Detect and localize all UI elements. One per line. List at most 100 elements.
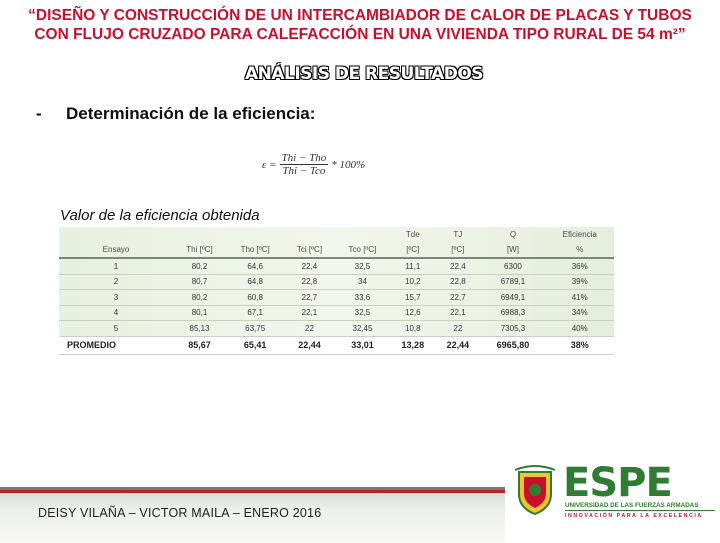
table-cell: 1	[59, 258, 174, 275]
header-cell: %	[545, 242, 614, 259]
formula-lhs: ε =	[262, 158, 277, 171]
header-top-cell	[173, 227, 226, 242]
slide-title: “DISEÑO Y CONSTRUCCIÓN DE UN INTERCAMBIA…	[6, 6, 714, 44]
results-table: Tde TJ Q Eficiencia Ensayo Thi [ºC] Tho [ºC] T…	[59, 227, 614, 355]
average-cell: 22,44	[435, 335, 481, 355]
section-heading: ANÁLISIS DE RESULTADOS	[244, 64, 484, 84]
table-cell: 22,7	[435, 289, 481, 306]
header-top-cell	[335, 227, 391, 242]
header-cell: Tco [ºC]	[334, 242, 391, 259]
header-cell: Tho [ºC]	[226, 242, 285, 259]
table-cell: 7305,3	[480, 320, 546, 337]
header-cell: [ºC]	[390, 242, 436, 259]
table-cell: 22,7	[284, 289, 335, 306]
title-line-1: “DISEÑO Y CONSTRUCCIÓN DE UN INTERCAMBIA…	[28, 7, 692, 24]
header-cell: Thi [ºC]	[173, 242, 226, 259]
table-caption: Valor de la eficiencia obtenida	[60, 207, 260, 224]
footer-authors: DEISY VILAÑA – VICTOR MAILA – ENERO 2016	[38, 506, 322, 520]
table-cell: 64,6	[226, 258, 285, 275]
table-cell: 41%	[545, 289, 614, 306]
table-cell: 22	[435, 320, 481, 337]
header-top-cell: Eficiencia	[562, 230, 597, 239]
average-cell: 85,67	[173, 335, 226, 355]
footer-stripe	[0, 490, 505, 493]
table-cell: 5	[59, 320, 174, 337]
table-cell: 6988,3	[480, 305, 546, 321]
table-cell: 34%	[545, 305, 614, 321]
average-row: PROMEDIO 85,67 65,41 22,44 33,01 13,28 22,44 69…	[59, 335, 614, 355]
header-top-cell: Tde	[405, 230, 420, 239]
formula-denominator: Thi − Tco	[282, 165, 326, 177]
table-cell: 6789,1	[480, 274, 546, 290]
espe-wordmark: ESPE	[563, 460, 673, 506]
title-line-2: CON FLUJO CRUZADO PARA CALEFACCIÓN EN UN…	[34, 26, 686, 43]
average-cell: 65,41	[226, 335, 285, 355]
header-cell: Ensayo	[59, 242, 174, 259]
table-cell: 67,1	[226, 305, 285, 321]
table-header-top-row: Tde TJ Q Eficiencia	[59, 227, 614, 242]
table-cell: 32,5	[334, 258, 391, 275]
header-cell: Tci [ºC]	[284, 242, 335, 259]
average-cell: 13,28	[390, 335, 436, 355]
results-table-container: Tde TJ Q Eficiencia Ensayo Thi [ºC] Tho [ºC] T…	[59, 227, 614, 355]
table-row: 4 80,1 67,1 22,1 32,5 12,6 22,1 6988,3 34%	[59, 305, 614, 321]
bullet-mark: -	[36, 104, 42, 123]
table-cell: 10,8	[390, 320, 436, 337]
average-cell: 22,44	[284, 335, 335, 355]
table-cell: 22,4	[435, 258, 481, 275]
formula-rhs: * 100%	[331, 158, 366, 171]
table-cell: 33,6	[334, 289, 391, 306]
header-top-cell	[284, 227, 334, 242]
header-top-cell: TJ	[453, 230, 463, 239]
table-cell: 60,8	[226, 289, 285, 306]
table-cell: 40%	[545, 320, 614, 337]
table-cell: 34	[334, 274, 391, 290]
espe-logo: ESPE UNIVERSIDAD DE LAS FUERZAS ARMADAS …	[505, 458, 720, 540]
formula-fraction: Thi − Tho Thi − Tco	[279, 152, 329, 177]
table-cell: 36%	[545, 258, 614, 275]
table-cell: 6300	[480, 258, 546, 275]
table-cell: 80,1	[173, 305, 226, 321]
table-cell: 39%	[545, 274, 614, 290]
header-top-cell: Q	[509, 230, 517, 239]
table-header-row: Ensayo Thi [ºC] Tho [ºC] Tci [ºC] Tco [ºC] [º…	[59, 242, 614, 259]
university-crest-icon	[514, 465, 556, 516]
table-cell: 22,1	[284, 305, 335, 321]
table-row: 1 80,2 64,6 22,4 32,5 11,1 22,4 6300 36%	[59, 258, 614, 275]
table-row: 5 85,13 63,75 22 32,45 10,8 22 7305,3 40%	[59, 320, 614, 337]
footer-bar	[0, 487, 505, 543]
table-cell: 12,6	[390, 305, 436, 321]
average-cell: 38%	[545, 335, 614, 355]
bullet-item: - Determinación de la eficiencia:	[36, 104, 315, 124]
header-top-cell	[59, 227, 173, 242]
table-body: 1 80,2 64,6 22,4 32,5 11,1 22,4 6300 36% 2 80,7 64,…	[59, 258, 614, 355]
table-cell: 10,2	[390, 274, 436, 290]
table-cell: 15,7	[390, 289, 436, 306]
table-cell: 32,5	[334, 305, 391, 321]
table-cell: 63,75	[226, 320, 285, 337]
table-cell: 6949,1	[480, 289, 546, 306]
table-cell: 22,1	[435, 305, 481, 321]
university-name: UNIVERSIDAD DE LAS FUERZAS ARMADAS	[565, 502, 715, 511]
table-cell: 80,2	[173, 258, 226, 275]
table-cell: 22,4	[284, 258, 335, 275]
table-cell: 64,8	[226, 274, 285, 290]
bullet-text: Determinación de la eficiencia:	[66, 104, 316, 123]
efficiency-formula: ε = Thi − Tho Thi − Tco * 100%	[262, 152, 365, 177]
table-cell: 22	[284, 320, 335, 337]
table-row: 2 80,7 64,8 22,8 34 10,2 22,8 6789,1 39%	[59, 274, 614, 290]
average-cell: 6965,80	[480, 335, 546, 355]
header-top-cell	[226, 227, 284, 242]
average-cell: PROMEDIO	[59, 335, 174, 355]
header-cell: [W]	[480, 242, 546, 259]
table-cell: 85,13	[173, 320, 226, 337]
table-cell: 80,7	[173, 274, 226, 290]
table-cell: 80,2	[173, 289, 226, 306]
formula-numerator: Thi − Tho	[279, 152, 329, 165]
table-cell: 2	[59, 274, 174, 290]
table-cell: 11,1	[390, 258, 436, 275]
university-motto: INNOVACIÓN PARA LA EXCELENCIA	[565, 513, 703, 519]
table-cell: 32,45	[334, 320, 391, 337]
table-cell: 22,8	[435, 274, 481, 290]
table-row: 3 80,2 60,8 22,7 33,6 15,7 22,7 6949,1 41%	[59, 289, 614, 306]
